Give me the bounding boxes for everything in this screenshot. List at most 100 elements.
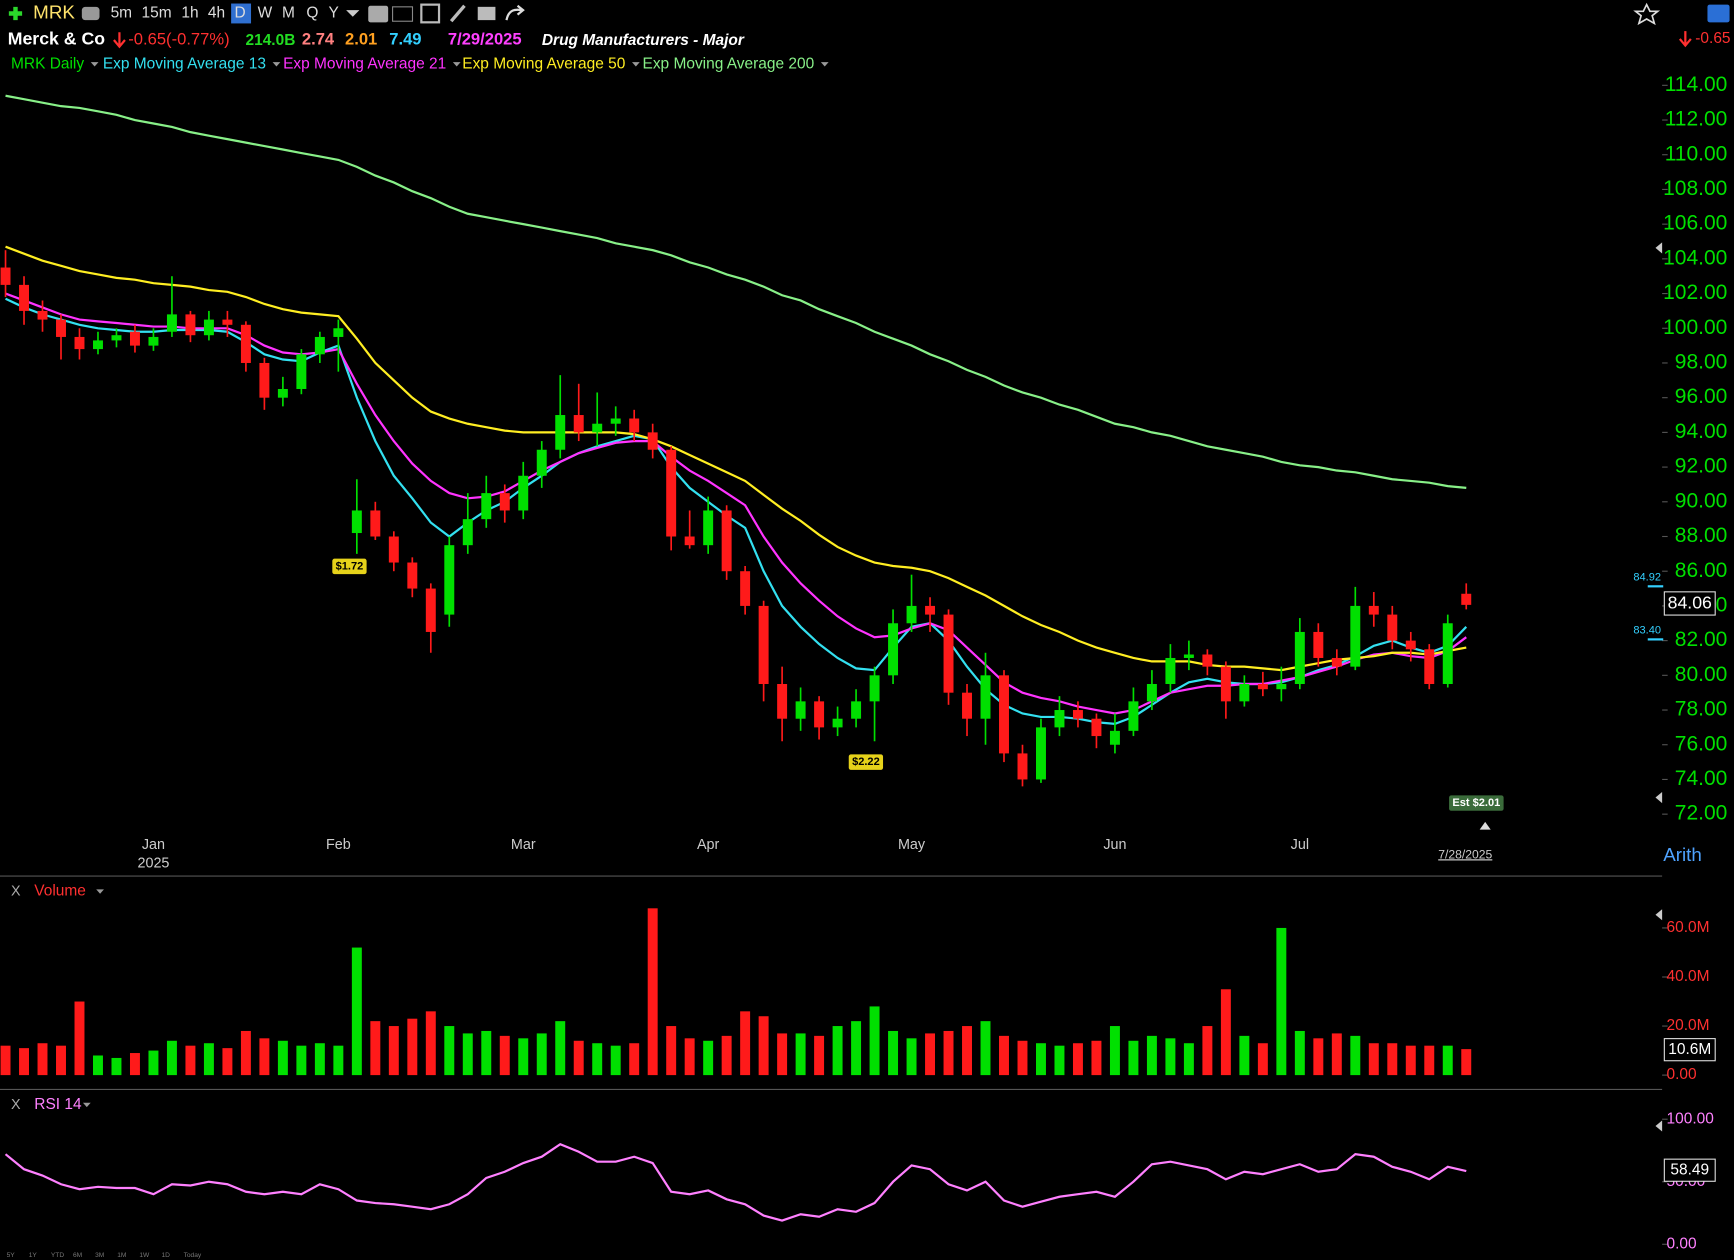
volume-bar xyxy=(1257,1043,1268,1076)
interval-button[interactable]: D xyxy=(234,5,245,22)
y-tick-label: 102.00 xyxy=(1663,281,1727,304)
range-button[interactable]: 1D xyxy=(161,1252,170,1259)
candle-body xyxy=(906,605,917,624)
range-button[interactable]: 6M xyxy=(73,1252,82,1259)
candle-body xyxy=(444,545,455,615)
icon[interactable] xyxy=(420,3,441,24)
range-button[interactable]: 1M xyxy=(117,1252,126,1259)
dropdown[interactable] xyxy=(346,10,360,17)
volume-bar xyxy=(777,1033,788,1076)
volume-bar xyxy=(425,1011,436,1076)
volume-bar xyxy=(296,1045,307,1076)
icon[interactable] xyxy=(81,6,100,21)
volume-bar xyxy=(1109,1026,1120,1076)
y-tick-label: 80.00 xyxy=(1675,663,1728,686)
pane-dropdown[interactable] xyxy=(96,889,104,894)
candle-body xyxy=(277,389,288,398)
volume-bar xyxy=(666,1026,677,1076)
earnings-annotation: $2.22 xyxy=(848,754,884,770)
legend-dropdown[interactable] xyxy=(272,62,281,67)
symbol[interactable]: MRK xyxy=(33,1,75,22)
range-button[interactable]: 1W xyxy=(139,1252,150,1259)
volume-bar xyxy=(592,1043,603,1076)
x-tick-label: Jan xyxy=(142,837,165,853)
close-pane[interactable]: X xyxy=(11,1097,21,1113)
volume-bar xyxy=(388,1026,399,1076)
price-flag: 84.06 xyxy=(1668,593,1712,613)
y-tick-label: 78.00 xyxy=(1675,698,1728,721)
icon[interactable] xyxy=(449,4,466,23)
volume-bar xyxy=(277,1040,288,1076)
price-flag-box xyxy=(1663,591,1716,616)
volume-bar xyxy=(1294,1030,1305,1076)
range-button[interactable]: 5Y xyxy=(7,1252,16,1259)
range-button[interactable]: Today xyxy=(184,1252,202,1259)
legend-entry[interactable]: Exp Moving Average 13 xyxy=(103,55,266,72)
volume-bar xyxy=(74,1001,85,1076)
volume-bar xyxy=(518,1038,529,1076)
scale-toggle[interactable]: Arith xyxy=(1663,844,1702,865)
legend-dropdown[interactable] xyxy=(820,62,829,67)
interval-button[interactable]: 5m xyxy=(111,5,132,22)
volume-bar xyxy=(333,1045,344,1076)
candle-body xyxy=(999,675,1009,754)
annotation-box xyxy=(1449,795,1504,811)
price-change: -0.65(-0.77%) xyxy=(128,29,229,48)
volume-bar xyxy=(129,1053,140,1076)
icon[interactable] xyxy=(477,6,496,21)
value-flag-box xyxy=(1663,1038,1716,1062)
y-tick-label: 74.00 xyxy=(1675,767,1728,790)
volume-bar xyxy=(999,1035,1009,1076)
interval-button[interactable]: M xyxy=(282,5,295,22)
candle-body xyxy=(795,701,806,719)
scroll-arrow xyxy=(1655,1120,1663,1132)
icon[interactable] xyxy=(368,5,389,23)
volume-bar xyxy=(925,1033,936,1076)
volume-bar xyxy=(1331,1033,1342,1076)
value-flag: 58.49 xyxy=(1670,1161,1709,1178)
volume-bar xyxy=(1387,1043,1398,1076)
candle-body xyxy=(370,510,381,537)
candle-body xyxy=(166,314,177,332)
moving-average-line xyxy=(5,94,1467,489)
volume-bar xyxy=(203,1043,214,1076)
icon[interactable] xyxy=(1707,4,1730,23)
legend-entry[interactable]: Exp Moving Average 200 xyxy=(643,55,815,72)
legend-entry[interactable]: Exp Moving Average 50 xyxy=(462,55,625,72)
icon[interactable] xyxy=(505,4,525,21)
interval-button[interactable]: Y xyxy=(328,5,338,22)
range-button[interactable]: 3M xyxy=(95,1252,104,1259)
close-pane[interactable]: X xyxy=(11,883,21,899)
legend-entry[interactable]: Exp Moving Average 21 xyxy=(283,55,446,72)
interval-button[interactable]: 1h xyxy=(181,5,198,22)
icon[interactable] xyxy=(392,6,414,22)
add-icon[interactable] xyxy=(8,6,23,21)
candle-body xyxy=(111,335,122,341)
x-tick-label: Jun xyxy=(1103,837,1126,853)
volume-bar xyxy=(795,1033,806,1076)
interval-button[interactable]: 4h xyxy=(208,5,225,22)
candle-body xyxy=(1128,701,1139,731)
candle-body xyxy=(832,718,843,728)
candle-body xyxy=(56,319,66,337)
legend-dropdown[interactable] xyxy=(631,62,640,67)
interval-button[interactable]: 15m xyxy=(142,5,172,22)
legend-dropdown[interactable] xyxy=(452,62,461,67)
value-flag-box xyxy=(1663,1158,1716,1182)
stat: 2.74 xyxy=(302,29,335,48)
volume-bar xyxy=(758,1016,769,1076)
interval-button[interactable]: W xyxy=(258,5,273,22)
legend-dropdown[interactable] xyxy=(90,62,99,67)
scroll-arrow xyxy=(1655,792,1663,804)
interval-button[interactable]: Q xyxy=(306,5,318,22)
star-icon[interactable] xyxy=(1633,2,1661,26)
range-button[interactable]: 1Y xyxy=(29,1252,38,1259)
pane-label: Volume xyxy=(34,883,86,900)
volume-bar xyxy=(1220,989,1231,1076)
legend-entry[interactable]: MRK Daily xyxy=(11,55,84,72)
pane-dropdown[interactable] xyxy=(82,1102,91,1108)
candle-body xyxy=(1165,657,1176,685)
range-button[interactable]: YTD xyxy=(51,1252,64,1259)
y-tick-label: 100.00 xyxy=(1667,1110,1714,1127)
